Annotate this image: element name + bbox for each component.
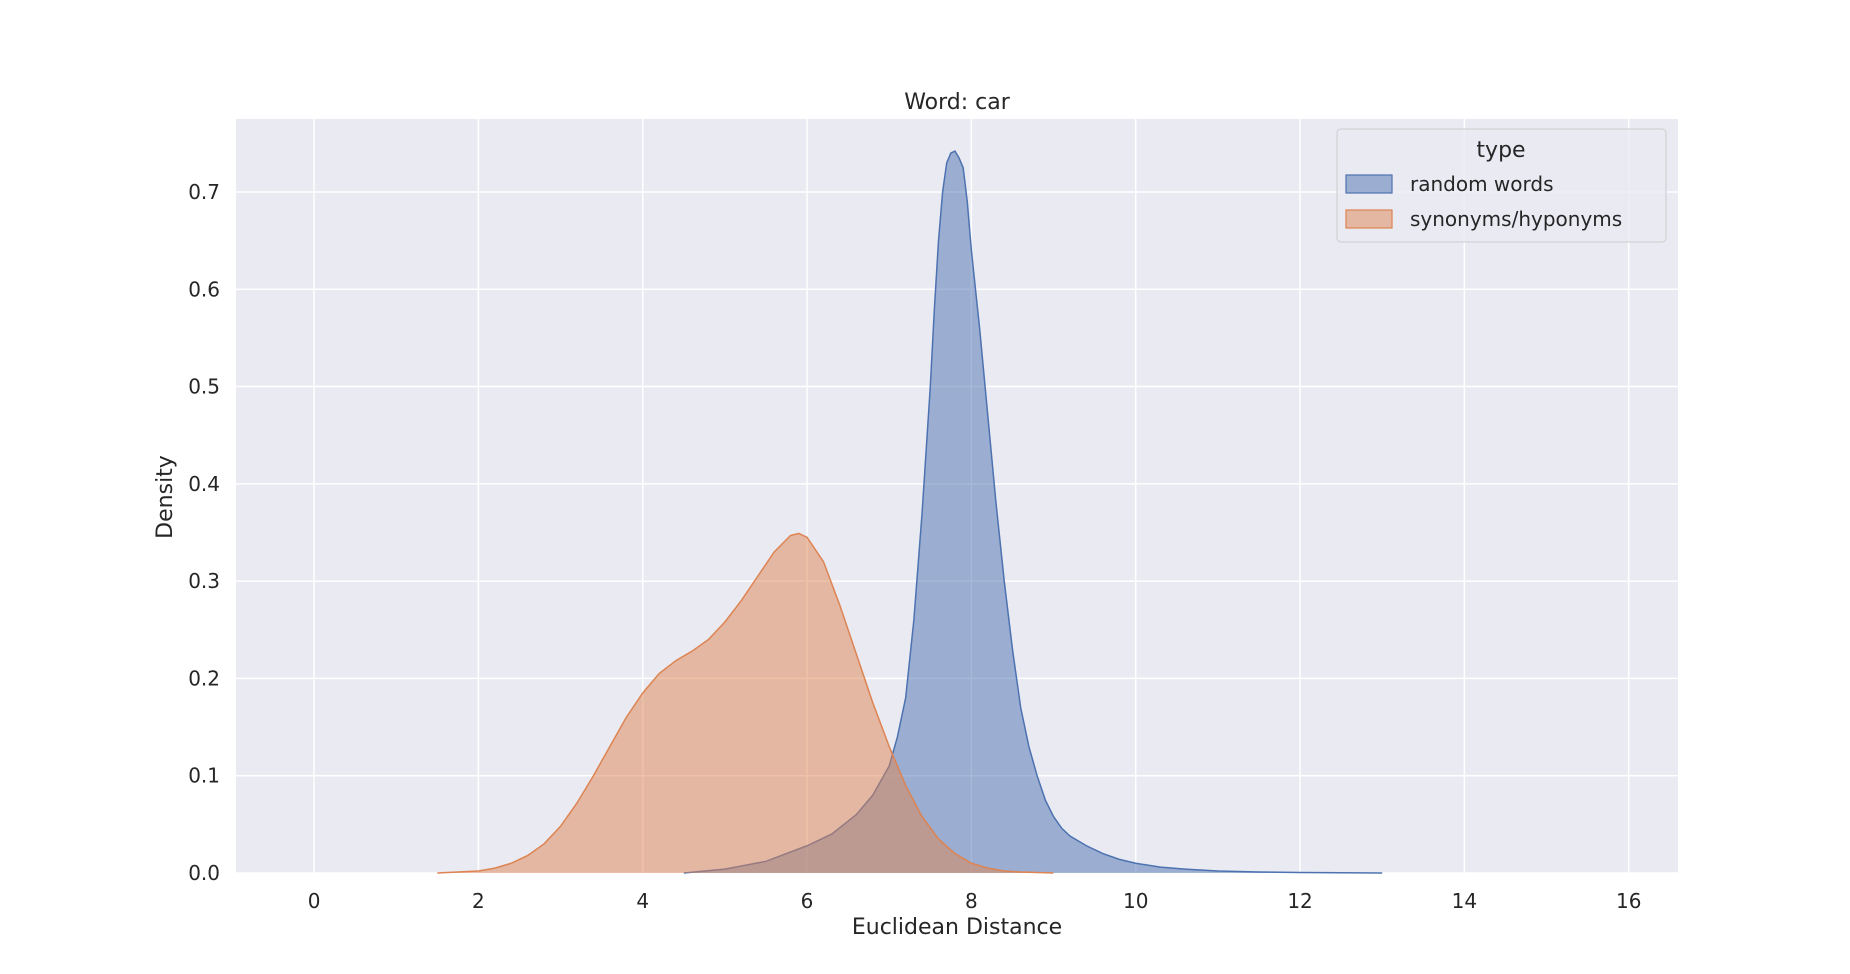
y-tick-label: 0.4 <box>188 472 220 496</box>
y-tick-label: 0.6 <box>188 277 220 301</box>
y-tick-label: 0.0 <box>188 861 220 885</box>
legend-title: type <box>1476 138 1525 163</box>
chart-title: Word: car <box>904 90 1011 115</box>
series-areas <box>437 150 1383 874</box>
x-tick-label: 16 <box>1616 889 1641 913</box>
series-area-1 <box>437 533 1054 873</box>
y-tick-label: 0.5 <box>188 375 220 399</box>
x-tick-label: 2 <box>472 889 485 913</box>
y-tick-label: 0.3 <box>188 569 220 593</box>
y-axis-label: Density <box>153 455 178 539</box>
x-tick-label: 6 <box>801 889 814 913</box>
x-tick-label: 8 <box>965 889 978 913</box>
y-tick-labels: 0.0 0.1 0.2 0.3 0.4 0.5 0.6 0.7 <box>188 180 220 885</box>
legend-label-synonyms: synonyms/hyponyms <box>1410 207 1622 231</box>
x-tick-label: 12 <box>1287 889 1312 913</box>
y-tick-label: 0.2 <box>188 666 220 690</box>
x-tick-labels: 0 2 4 6 8 10 12 14 16 <box>308 889 1642 913</box>
x-tick-label: 4 <box>636 889 649 913</box>
legend-label-random-words: random words <box>1410 172 1554 196</box>
x-axis-label: Euclidean Distance <box>852 915 1062 940</box>
x-tick-label: 10 <box>1123 889 1148 913</box>
x-tick-label: 14 <box>1452 889 1477 913</box>
legend-swatch-synonyms <box>1345 209 1393 229</box>
legend-swatch-random-words <box>1345 174 1393 194</box>
y-tick-label: 0.7 <box>188 180 220 204</box>
x-tick-label: 0 <box>308 889 321 913</box>
legend-box <box>1336 128 1667 243</box>
y-tick-label: 0.1 <box>188 764 220 788</box>
legend: type random words synonyms/hyponyms <box>1336 128 1667 243</box>
series-line-1 <box>437 532 1054 874</box>
